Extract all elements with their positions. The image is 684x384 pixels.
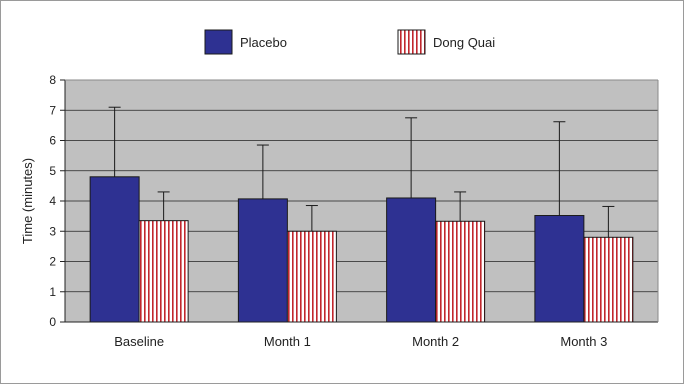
- y-tick-label: 5: [49, 164, 56, 178]
- legend-label: Dong Quai: [433, 35, 495, 50]
- x-tick-label: Month 3: [560, 334, 607, 349]
- bar-placebo: [89, 176, 140, 323]
- legend: Placebo Dong Quai: [204, 29, 495, 55]
- y-tick-label: 1: [49, 285, 56, 299]
- legend-label: Placebo: [240, 35, 287, 50]
- x-tick-label: Month 1: [264, 334, 311, 349]
- bar-dong-quai: [138, 220, 189, 323]
- y-tick-label: 0: [49, 315, 56, 329]
- y-tick-label: 3: [49, 224, 56, 238]
- x-tick-label: Baseline: [114, 334, 164, 349]
- y-tick-label: 2: [49, 255, 56, 269]
- bar-dong-quai: [286, 230, 337, 323]
- y-tick-label: 6: [49, 134, 56, 148]
- bars: [89, 176, 634, 323]
- x-tick-label: Month 2: [412, 334, 459, 349]
- error-bars: [108, 106, 615, 238]
- y-tick-label: 7: [49, 103, 56, 117]
- bar-placebo: [386, 197, 437, 323]
- legend-swatch-placebo: [204, 29, 233, 55]
- bar-placebo: [237, 198, 288, 323]
- axes: [60, 79, 659, 323]
- y-axis-label: Time (minutes): [20, 158, 35, 244]
- y-tick-label: 8: [49, 73, 56, 87]
- y-tick-label: 4: [49, 194, 56, 208]
- bar-dong-quai: [435, 220, 486, 323]
- y-tick-labels: 0 1 2 3 4 5 6 7 8: [49, 73, 56, 329]
- x-tick-labels: Baseline Month 1 Month 2 Month 3: [114, 334, 607, 349]
- bar-dong-quai: [583, 236, 634, 323]
- bar-placebo: [534, 215, 585, 323]
- legend-swatch-dong-quai: [397, 29, 426, 55]
